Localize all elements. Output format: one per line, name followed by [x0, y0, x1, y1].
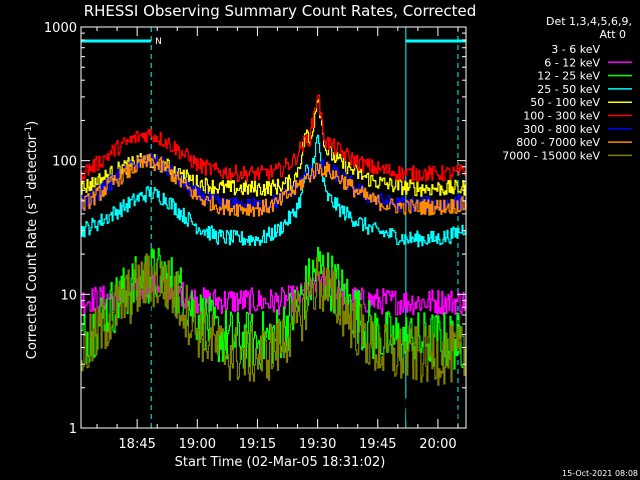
y-axis-label-mid: detector	[25, 134, 40, 194]
series-line-4	[81, 99, 467, 197]
series-line-5	[81, 94, 467, 183]
x-tick-label-0: 18:45	[118, 437, 155, 452]
y-tick-label-2: 100	[52, 155, 77, 170]
y-axis-label-end: )	[25, 121, 40, 126]
y-axis-label-sup2: -1	[24, 126, 34, 135]
legend-label-7: 800 - 7000 keV	[516, 136, 600, 149]
series-line-3	[81, 134, 467, 248]
x-tick-label-4: 19:45	[359, 437, 396, 452]
legend-title-line1: Det 1,3,4,5,6,9,	[546, 15, 632, 28]
series-line-2	[81, 246, 467, 370]
timestamp: 15-Oct-2021 08:08	[562, 469, 638, 478]
legend-label-2: 12 - 25 keV	[537, 70, 600, 83]
x-axis-label: Start Time (02-Mar-05 18:31:02)	[175, 455, 386, 470]
axes: 1 10 100 1000 18:45 19:00 19:15 19:30 19:45 20:00	[44, 21, 467, 452]
night-marker-label: N	[155, 37, 162, 47]
x-tick-label-1: 19:00	[179, 437, 216, 452]
series-line-8	[81, 253, 467, 386]
y-tick-label-0: 1	[69, 422, 77, 437]
legend-label-0: 3 - 6 keV	[551, 43, 600, 56]
chart-title: RHESSI Observing Summary Count Rates, Co…	[84, 2, 477, 20]
series-line-0	[81, 285, 467, 429]
chart-marks	[81, 94, 467, 429]
plot-border	[80, 26, 467, 429]
legend-label-5: 100 - 300 keV	[523, 110, 600, 123]
x-tick-label-2: 19:15	[239, 437, 276, 452]
plot-frame: N	[81, 27, 466, 428]
y-tick-label-3: 1000	[44, 21, 77, 36]
legend-label-8: 7000 - 15000 keV	[502, 149, 600, 162]
y-tick-label-1: 10	[60, 288, 77, 303]
legend-title-line2: Att 0	[600, 28, 626, 41]
series-line-7	[81, 153, 467, 217]
x-tick-label-5: 20:00	[419, 437, 456, 452]
legend-label-3: 25 - 50 keV	[537, 83, 600, 96]
y-axis-label-sup1: -1	[24, 194, 34, 203]
legend-label-1: 6 - 12 keV	[544, 56, 600, 69]
y-axis-label: Corrected Count Rate (s-1 detector-1)	[24, 121, 40, 359]
y-axis-label-text: Corrected Count Rate (s	[25, 203, 40, 360]
legend-label-6: 300 - 800 keV	[523, 123, 600, 136]
x-tick-label-3: 19:30	[299, 437, 336, 452]
legend-label-4: 50 - 100 keV	[530, 96, 600, 109]
